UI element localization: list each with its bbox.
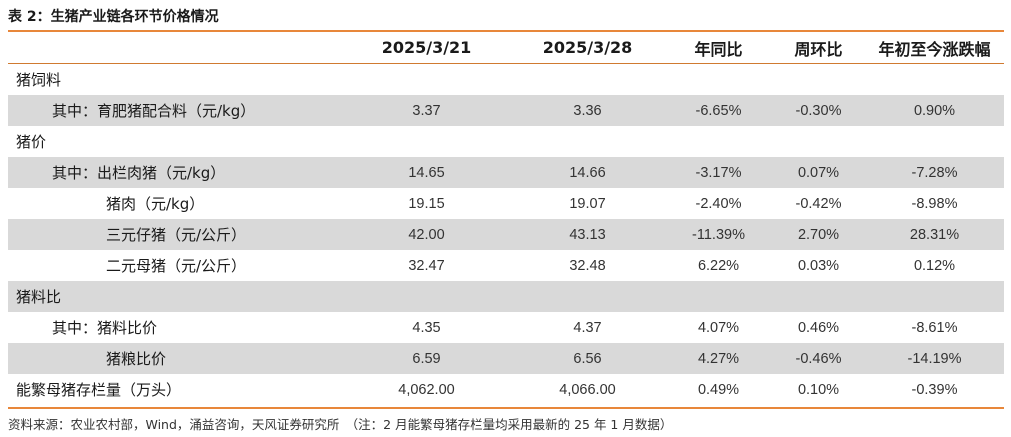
column-header: 周环比 [794,39,843,59]
column-header: 2025/3/21 [381,38,472,57]
table-cell: 14.66 [510,157,665,188]
table-cell [343,281,510,312]
row-label: 其中：出栏肉猪（元/kg） [8,157,343,188]
price-table: 2025/3/21 2025/3/28 年同比 周环比 年初至今涨跌幅 猪饲料其… [8,32,1004,405]
table-cell: 32.48 [569,257,606,274]
table-cell [772,281,865,312]
table-cell [665,126,772,157]
table-cell: 3.36 [510,95,665,126]
table-cell: -8.61% [911,319,958,336]
table-cell: 2.70% [772,219,865,250]
table-cell: -6.65% [665,95,772,126]
bottom-rule [8,407,1004,409]
table-cell [343,126,510,157]
row-label: 猪粮比价 [8,343,343,374]
row-label: 猪价 [16,133,47,151]
table-row: 三元仔猪（元/公斤） 42.00 43.13 -11.39% 2.70% 28.31% [8,219,1004,250]
table-cell: -2.40% [695,195,742,212]
table-cell [865,281,1004,312]
table-cell: 42.00 [343,219,510,250]
table-cell [772,64,865,96]
table-cell: 6.56 [510,343,665,374]
table-cell: 0.49% [697,381,740,398]
table-cell: 32.47 [408,257,445,274]
table-cell: 43.13 [510,219,665,250]
table-cell: 6.59 [343,343,510,374]
table-cell [772,126,865,157]
table-cell: -7.28% [865,157,1004,188]
table-cell: 3.37 [343,95,510,126]
table-cell: 19.15 [408,195,445,212]
table-row: 猪价 [8,126,1004,157]
source-note: 资料来源：农业农村部，Wind，涌益咨询，天风证券研究所 （注：2 月能繁母猪存… [8,417,673,432]
row-label: 猪饲料 [16,71,62,89]
row-label: 其中：育肥猪配合料（元/kg） [8,95,343,126]
table-cell: 4.07% [697,319,740,336]
table-cell: -14.19% [865,343,1004,374]
top-rule [8,30,1004,32]
row-label: 三元仔猪（元/公斤） [8,219,343,250]
table-title: 表 2：生猪产业链各环节价格情况 [8,9,219,25]
table-cell: 0.90% [865,95,1004,126]
table-cell: 6.22% [697,257,740,274]
table-cell: 4,062.00 [398,381,455,398]
column-header: 2025/3/28 [542,38,633,57]
table-cell [665,64,772,96]
table-cell: 4.35 [412,319,441,336]
table-cell: -0.30% [772,95,865,126]
table-cell: -3.17% [665,157,772,188]
table-cell: 0.12% [913,257,956,274]
table-row: 其中：育肥猪配合料（元/kg） 3.37 3.36 -6.65% -0.30% 0.90% [8,95,1004,126]
table-row: 猪饲料 [8,64,1004,96]
table-cell [865,126,1004,157]
table-cell: 0.07% [772,157,865,188]
table-cell: 0.46% [797,319,840,336]
row-label: 二元母猪（元/公斤） [106,257,247,275]
table-row: 其中：出栏肉猪（元/kg） 14.65 14.66 -3.17% 0.07% -7.28% [8,157,1004,188]
table-row: 二元母猪（元/公斤） 32.47 32.48 6.22% 0.03% 0.12% [8,250,1004,281]
table-cell: -11.39% [665,219,772,250]
table-cell: 0.10% [797,381,840,398]
table-cell: 4.27% [665,343,772,374]
table-cell: 4.37 [573,319,602,336]
table-cell [510,281,665,312]
table-cell: -8.98% [911,195,958,212]
row-label: 其中：猪料比价 [52,319,158,337]
table-cell: -0.46% [772,343,865,374]
table-row: 其中：猪料比价 4.35 4.37 4.07% 0.46% -8.61% [8,312,1004,343]
table-cell: 28.31% [865,219,1004,250]
table-cell: 19.07 [569,195,606,212]
column-header [8,32,343,64]
table-row: 猪肉（元/kg） 19.15 19.07 -2.40% -0.42% -8.98% [8,188,1004,219]
table-cell [865,64,1004,96]
table-row: 猪料比 [8,281,1004,312]
table-cell [510,64,665,96]
table-cell: 14.65 [343,157,510,188]
table-row: 能繁母猪存栏量（万头） 4,062.00 4,066.00 0.49% 0.10% -0.… [8,374,1004,405]
row-label: 猪料比 [8,281,343,312]
table-cell: -0.39% [911,381,958,398]
row-label: 能繁母猪存栏量（万头） [16,381,182,399]
table-cell: -0.42% [795,195,842,212]
table-cell [665,281,772,312]
table-cell [343,64,510,96]
header-row: 2025/3/21 2025/3/28 年同比 周环比 年初至今涨跌幅 [8,32,1004,64]
column-header: 年初至今涨跌幅 [878,39,991,59]
column-header: 年同比 [694,39,743,59]
table-cell: 4,066.00 [559,381,616,398]
table-row: 猪粮比价 6.59 6.56 4.27% -0.46% -14.19% [8,343,1004,374]
row-label: 猪肉（元/kg） [106,195,205,213]
table-cell: 0.03% [797,257,840,274]
table-cell [510,126,665,157]
